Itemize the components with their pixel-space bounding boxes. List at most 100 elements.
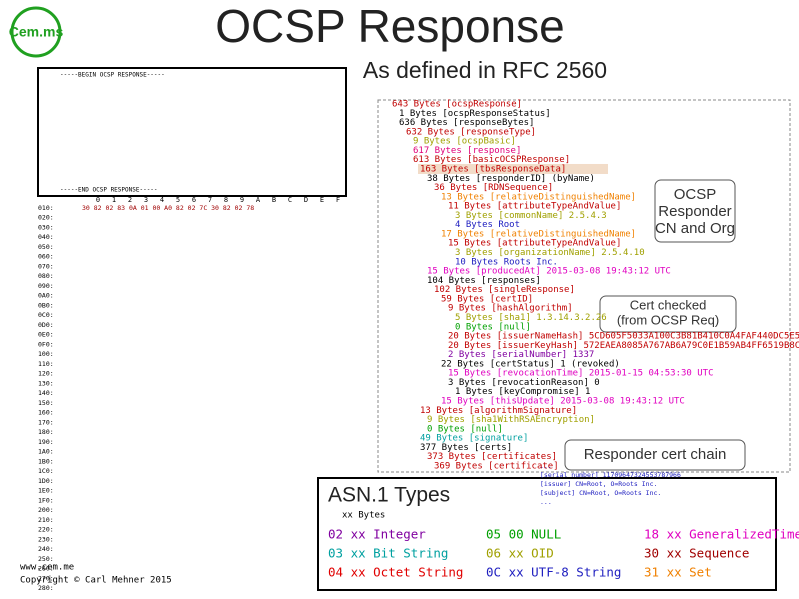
legend-box [317,477,777,591]
legend-item: 0C xx UTF-8 String [486,565,621,580]
hex-column: 7 [208,196,212,204]
hex-offset: 130: [38,379,54,387]
hex-column: 5 [176,196,180,204]
hex-offset: 1E0: [38,487,54,495]
hex-offset: 080: [38,272,54,280]
hex-offset: 250: [38,555,54,563]
tree-node: 3 Bytes [revocationReason] 0 [448,378,600,388]
tree-node: 5 Bytes [sha1] 1.3.14.3.2.26 [455,313,607,323]
cert-detail: ... [540,498,552,506]
hex-offset: 0D0: [38,321,54,329]
hex-offset: 010: [38,204,54,212]
hex-offset: 1A0: [38,448,54,456]
tree-node: 1 Bytes [ocspResponseStatus] [399,109,551,119]
callout-text: (from OCSP Req) [617,312,719,327]
hex-offset: 100: [38,350,54,358]
hex-offset: 0A0: [38,292,54,300]
hex-offset: 0F0: [38,340,54,348]
legend-item: 06 xx OID [486,546,554,561]
hex-column: 9 [240,196,244,204]
logo: Cem.ms [9,24,64,40]
responder-callout [654,179,736,243]
hex-offset: 160: [38,409,54,417]
tree-node: 163 Bytes [tbsResponseData] [420,164,566,174]
legend-item: 04 xx Octet String [328,565,463,580]
callout-text: Cert checked [630,297,707,312]
pem-end: -----END OCSP RESPONSE----- [60,187,158,194]
hex-column: D [304,196,308,204]
tree-node: 20 Bytes [issuerKeyHash] 572EAEA8085A767… [448,341,799,351]
hex-offset: 040: [38,233,54,241]
hex-column: 2 [128,196,132,204]
tree-node: 59 Bytes [certID] [441,294,533,304]
hex-offset: 210: [38,516,54,524]
tree-node: 13 Bytes [algorithmSignature] [420,406,577,416]
hex-offset: 240: [38,545,54,553]
cert-callout [599,295,737,333]
hex-offset: 110: [38,360,54,368]
tree-node: 15 Bytes [attributeTypeAndValue] [448,239,621,249]
chain-callout [564,439,746,471]
hex-column: 3 [144,196,148,204]
tree-node: 632 Bytes [responseType] [406,127,536,137]
hex-column: A [256,196,261,204]
hex-column: 4 [160,196,164,204]
hex-offset: 230: [38,535,54,543]
hex-offset: 030: [38,223,54,231]
hex-column: C [288,196,292,204]
hex-offset: 270: [38,574,54,582]
tree-node: 2 Bytes [serialNumber] 1337 [448,350,594,360]
hex-column: E [320,196,324,204]
cert-detail: ... [540,462,552,470]
cert-detail: [issuer] CN=Root, O=Roots Inc. [540,480,657,488]
tree-node: 613 Bytes [basicOCSPResponse] [413,155,570,165]
subtitle: As defined in RFC 2560 [363,57,607,83]
tree-node: 617 Bytes [response] [413,146,521,156]
legend-item: 02 xx Integer [328,527,426,542]
tree-node: 49 Bytes [signature] [420,434,528,444]
tree-node: 38 Bytes [responderID] (byName) [427,174,595,184]
tree-node: 13 Bytes [relativeDistinguishedName] [441,192,636,202]
hex-offset: 180: [38,428,54,436]
legend-item: 03 xx Bit String [328,546,448,561]
hex-offset: 220: [38,526,54,534]
callout-text: Responder [658,203,731,220]
tree-node: 15 Bytes [producedAt] 2015-03-08 19:43:1… [427,267,671,277]
tree-node: 1 Bytes [keyCompromise] 1 [455,387,590,397]
tree-node: 102 Bytes [singleResponse] [434,285,575,295]
hex-offset: 0C0: [38,311,54,319]
hex-offset: 140: [38,389,54,397]
hex-offset: 020: [38,214,54,222]
hex-offset: 1B0: [38,457,54,465]
hex-column: 1 [112,196,116,204]
tree-node: 369 Bytes [certificate] [434,462,559,472]
hex-offset: 090: [38,282,54,290]
pem-box [37,67,347,197]
tree-node: 0 Bytes [null] [455,322,531,332]
hex-offset: 260: [38,565,54,573]
legend-item: 18 xx GeneralizedTime [644,527,799,542]
cert-detail: [serial number] 11709647324553787966 [540,471,681,479]
hex-offset: 1F0: [38,496,54,504]
cert-detail: [subject] CN=Root, O=Roots Inc. [540,489,661,497]
tree-node: 3 Bytes [commonName] 2.5.4.3 [455,211,607,221]
hex-column: B [272,196,276,204]
logo-ring [10,6,62,58]
tree-node: 11 Bytes [attributeTypeAndValue] [448,202,621,212]
callout-text: OCSP [674,186,717,203]
callout-text: Responder cert chain [584,446,727,463]
legend-item: 30 xx Sequence [644,546,749,561]
tree-node: 15 Bytes [revocationTime] 2015-01-15 04:… [448,369,714,379]
tree-node: 20 Bytes [issuerNameHash] 5CD605F5033A10… [448,332,799,342]
tree-node: 9 Bytes [hashAlgorithm] [448,304,573,314]
footer-site: www.cem.me [20,563,74,573]
hex-offset: 0B0: [38,301,54,309]
hex-offset: 1D0: [38,477,54,485]
hex-offset: 120: [38,370,54,378]
hex-offset: 170: [38,418,54,426]
hex-offset: 070: [38,262,54,270]
hex-offset: 060: [38,253,54,261]
tree-node: 0 Bytes [null] [427,424,503,434]
tree-node: 36 Bytes [RDNSequence] [434,183,553,193]
hex-offset: 200: [38,506,54,514]
